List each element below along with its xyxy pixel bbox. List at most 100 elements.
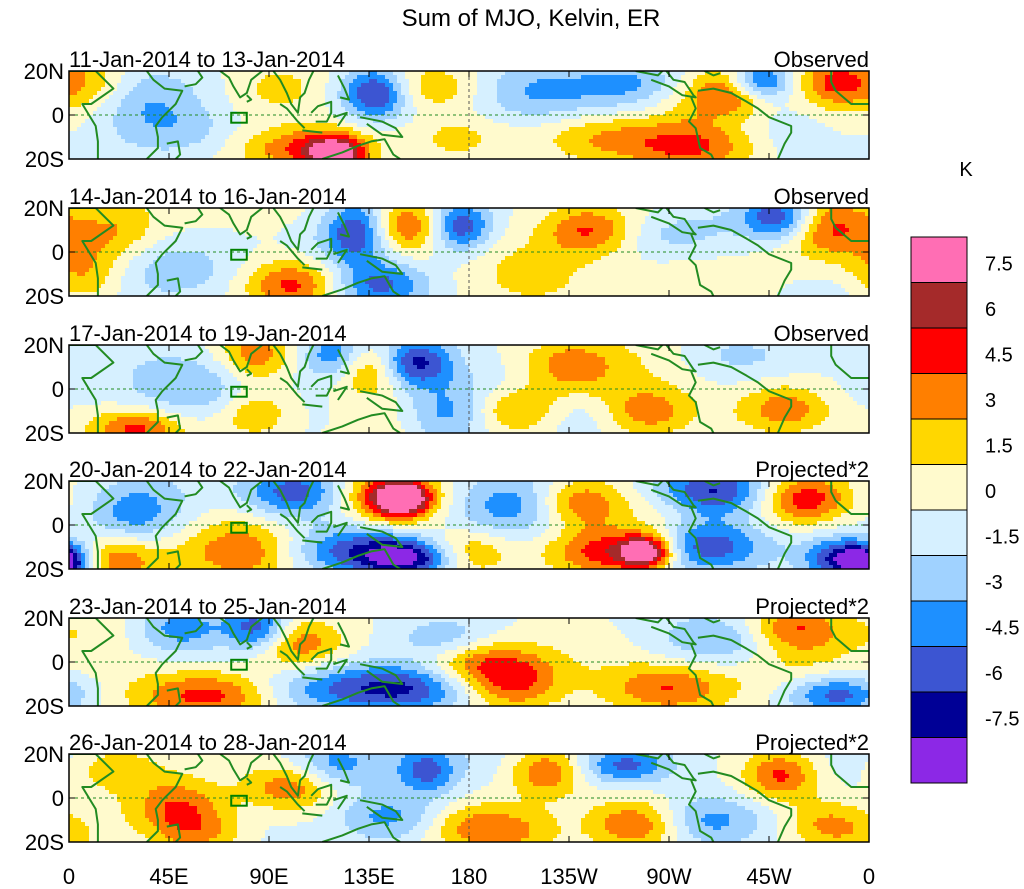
coastline xyxy=(146,481,184,569)
coastline xyxy=(219,481,263,509)
x-tick-label: 0 xyxy=(863,864,875,889)
coastline xyxy=(302,539,323,544)
coastline xyxy=(359,116,404,138)
y-tick-label: 20S xyxy=(25,284,64,309)
coastline xyxy=(321,821,401,842)
field xyxy=(69,754,869,842)
coastline xyxy=(302,266,323,271)
coastline xyxy=(830,71,869,105)
coastline xyxy=(359,390,404,412)
coastline xyxy=(704,618,721,624)
coastline xyxy=(333,658,348,674)
coastline xyxy=(219,618,263,646)
coastline xyxy=(166,140,182,159)
coastline xyxy=(359,799,404,821)
coastline xyxy=(219,71,263,99)
coastline xyxy=(310,237,333,260)
panel-kind: Projected*2 xyxy=(755,730,869,755)
field xyxy=(69,345,869,433)
coastline xyxy=(184,71,204,88)
colorbar-swatch xyxy=(910,691,968,738)
panel: 20N 0 20S 11-Jan-2014 to 13-Jan-2014 Observe… xyxy=(24,47,870,172)
coastlines xyxy=(69,754,869,842)
colorbar-swatch xyxy=(910,464,968,511)
chart-title: Sum of MJO, Kelvin, ER xyxy=(402,5,661,32)
coastline xyxy=(69,481,115,569)
y-tick-label: 20S xyxy=(25,557,64,582)
coastline xyxy=(246,504,253,513)
reference-box xyxy=(230,521,248,534)
panel-kind: Projected*2 xyxy=(755,594,869,619)
coastline xyxy=(272,618,315,661)
coastline xyxy=(321,412,401,433)
panel-kind: Observed xyxy=(774,47,869,72)
coastline xyxy=(830,754,869,788)
colorbar-label: 7.5 xyxy=(985,254,1013,276)
colorbar-label: 1.5 xyxy=(985,436,1013,458)
coastline xyxy=(310,100,333,123)
coastline xyxy=(688,780,715,842)
colorbar-label: -4.5 xyxy=(985,618,1019,640)
coastline xyxy=(310,374,333,397)
coastline xyxy=(272,481,315,524)
coastline xyxy=(166,277,182,296)
colorbar-swatch xyxy=(910,282,968,329)
coastline xyxy=(184,481,204,498)
y-tick-label: 20S xyxy=(25,147,64,172)
y-tick-label: 0 xyxy=(52,240,64,265)
coastline xyxy=(359,663,404,685)
coastline xyxy=(219,208,263,236)
y-tick-label: 0 xyxy=(52,377,64,402)
coastline xyxy=(302,403,323,408)
y-tick-label: 20N xyxy=(24,742,64,767)
field xyxy=(69,618,869,706)
coastline xyxy=(69,71,115,159)
coastline xyxy=(146,208,184,296)
coastline xyxy=(219,345,263,373)
colorbar-swatch xyxy=(910,737,968,784)
coastline xyxy=(246,94,253,103)
coastline xyxy=(302,676,323,681)
colorbar-label: 3 xyxy=(985,390,996,412)
x-tick-label: 135E xyxy=(343,864,394,889)
panel-kind: Observed xyxy=(774,321,869,346)
x-axis: 0 45E 90E 135E 180 135W 90W 45W 0 xyxy=(63,864,875,889)
colorbar-label: -1.5 xyxy=(985,527,1019,549)
coastline xyxy=(830,345,869,379)
coastline xyxy=(184,345,204,362)
coastline xyxy=(184,754,204,771)
coastline xyxy=(697,224,793,296)
coastline xyxy=(246,641,253,650)
coastlines xyxy=(69,208,869,296)
coastline xyxy=(635,481,697,509)
coastline xyxy=(704,481,721,487)
coastline xyxy=(310,510,333,533)
coastline xyxy=(635,754,697,782)
x-tick-label: 45E xyxy=(149,864,188,889)
panel: 20N 0 20S 17-Jan-2014 to 19-Jan-2014 Observe… xyxy=(24,321,870,446)
coastline xyxy=(69,345,115,433)
colorbar-label: 0 xyxy=(985,481,996,503)
panel-kind: Projected*2 xyxy=(755,457,869,482)
colorbar-swatch xyxy=(910,555,968,602)
coastline xyxy=(333,521,348,537)
coastline xyxy=(321,685,401,706)
coastline xyxy=(688,97,715,159)
coastline xyxy=(246,231,253,240)
coastline xyxy=(337,757,350,784)
panel-date-range: 17-Jan-2014 to 19-Jan-2014 xyxy=(69,321,347,346)
y-tick-label: 20S xyxy=(25,830,64,855)
panels: 20N 0 20S 11-Jan-2014 to 13-Jan-2014 Observe… xyxy=(24,47,870,855)
y-tick-label: 20N xyxy=(24,196,64,221)
coastline xyxy=(697,497,793,569)
coastline xyxy=(166,687,182,706)
coastline xyxy=(830,481,869,515)
reference-box xyxy=(230,111,248,124)
panel: 20N 0 20S 23-Jan-2014 to 25-Jan-2014 Project… xyxy=(24,594,870,719)
coastline xyxy=(302,129,323,134)
coastline xyxy=(697,770,793,842)
coastline xyxy=(337,484,350,511)
y-tick-label: 20N xyxy=(24,606,64,631)
colorbar-swatch xyxy=(910,509,968,556)
colorbar-label: 6 xyxy=(985,299,996,321)
